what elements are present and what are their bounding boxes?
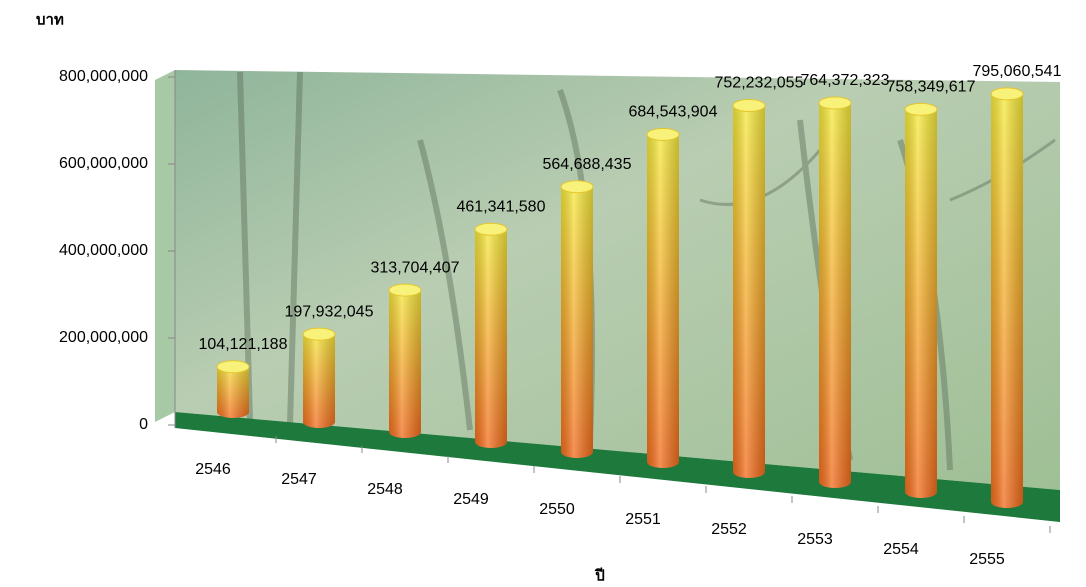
y-tick-label: 800,000,000 (59, 68, 148, 85)
bar-top (302, 327, 336, 341)
bar-top (388, 283, 422, 297)
floor (175, 412, 1060, 522)
value-label: 684,543,904 (629, 104, 718, 121)
bar-shade (303, 328, 335, 428)
bar-shade (475, 223, 507, 448)
bar-top (732, 99, 766, 113)
bar-top (990, 87, 1024, 101)
value-label: 564,688,435 (543, 156, 632, 173)
bar-shade (217, 360, 249, 418)
x-tick-label: 2553 (797, 531, 833, 548)
bar-shade (819, 96, 851, 489)
x-tick-label: 2548 (367, 481, 403, 498)
bar-shade (647, 128, 679, 468)
x-axis-title: ปี (594, 567, 604, 585)
value-label: 752,232,055 (715, 75, 804, 92)
x-tick-label: 2552 (711, 521, 747, 538)
x-tick-label: 2554 (883, 541, 919, 558)
bar-top (216, 360, 250, 374)
x-tick-label: 2551 (625, 511, 661, 528)
y-tick-label: 600,000,000 (59, 155, 148, 172)
value-label: 461,341,580 (457, 198, 546, 215)
bar-top (818, 96, 852, 110)
value-label: 758,349,617 (887, 79, 976, 96)
bar-shade (389, 284, 421, 438)
value-label: 197,932,045 (285, 303, 374, 320)
bar-top (646, 127, 680, 141)
y-tick-label: 0 (139, 416, 148, 433)
side-wall (155, 70, 175, 422)
bar-top (904, 102, 938, 116)
x-tick-label: 2546 (195, 461, 231, 478)
x-tick-label: 2547 (281, 471, 317, 488)
bar-top (560, 180, 594, 194)
value-label: 104,121,188 (199, 336, 288, 353)
value-label: 764,372,323 (801, 72, 890, 89)
y-tick-label: 400,000,000 (59, 242, 148, 259)
value-label: 795,060,541 (973, 63, 1062, 80)
bar-shade (905, 103, 937, 498)
y-axis-title: บาท (36, 11, 64, 29)
bar-shade (733, 99, 765, 478)
x-tick-label: 2549 (453, 491, 489, 508)
bar-shade (991, 87, 1023, 509)
bar-shade (561, 180, 593, 458)
x-tick-label: 2550 (539, 501, 575, 518)
value-label: 313,704,407 (371, 259, 460, 276)
y-tick-label: 200,000,000 (59, 329, 148, 346)
bar-top (474, 222, 508, 236)
x-tick-label: 2555 (969, 551, 1005, 568)
